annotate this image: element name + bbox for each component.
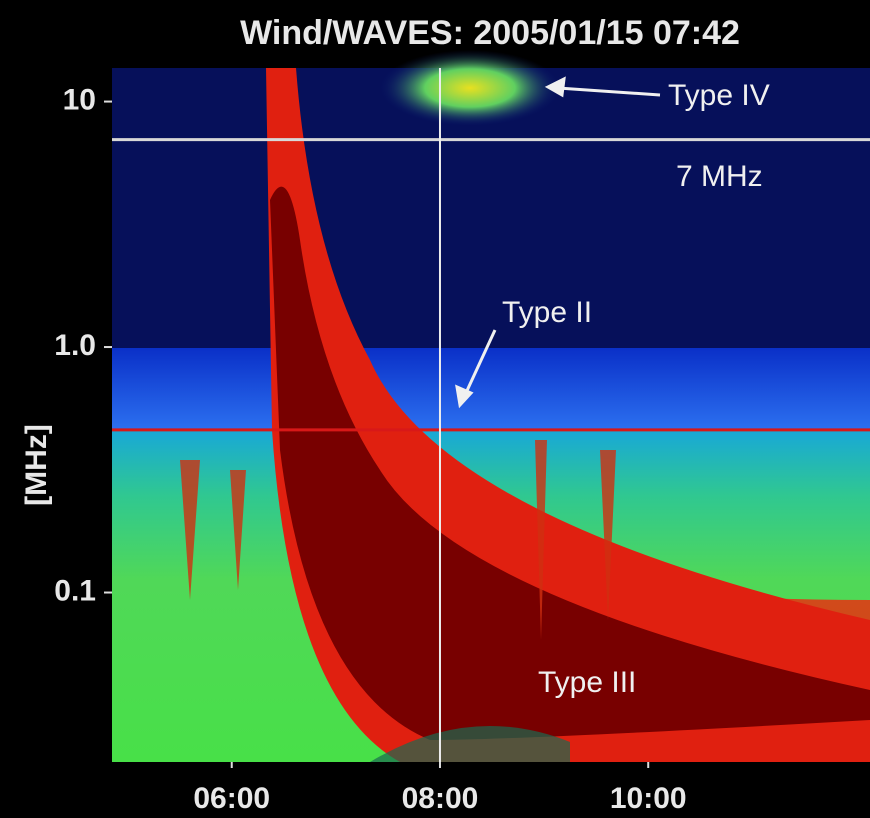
annotation: Type III — [538, 666, 636, 699]
annotation: Type II — [502, 296, 592, 329]
y-tick-label: 1.0 — [54, 329, 96, 362]
x-tick-label: 10:00 — [610, 782, 687, 815]
annotation-arrows — [455, 76, 661, 409]
spectrogram — [112, 50, 870, 762]
annotation: Type IV — [668, 79, 770, 112]
y-axis-label: [MHz] — [20, 424, 53, 506]
x-tick-label: 06:00 — [193, 782, 270, 815]
y-tick-label: 0.1 — [54, 574, 96, 607]
x-tick-label: 08:00 — [402, 782, 479, 815]
annotation: 7 MHz — [676, 160, 763, 193]
chart-title: Wind/WAVES: 2005/01/15 07:42 — [240, 14, 740, 52]
y-tick-label: 10 — [63, 83, 96, 116]
